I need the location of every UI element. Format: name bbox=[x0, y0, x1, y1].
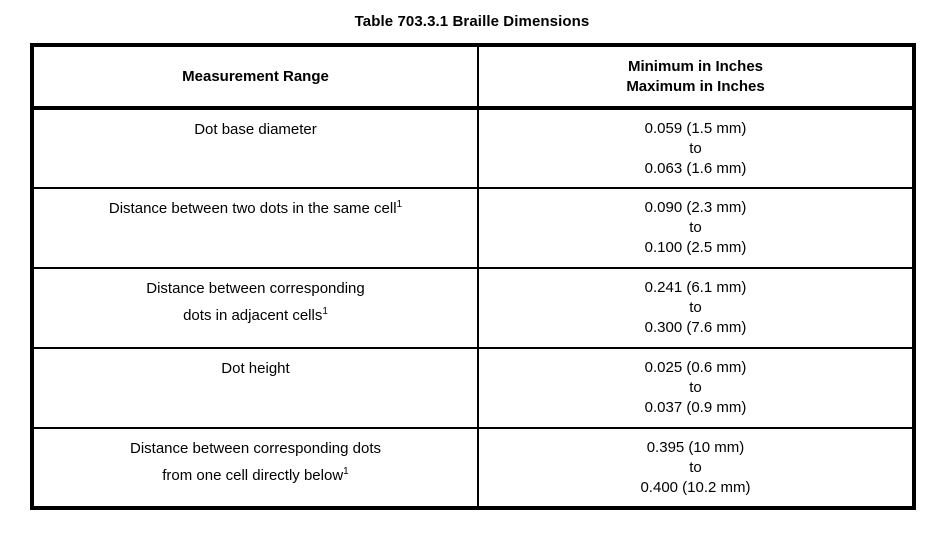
measurement-label-text: Distance between two dots in the same ce… bbox=[108, 200, 397, 217]
measurement-values: 0.025 (0.6 mm) to 0.037 (0.9 mm) bbox=[477, 347, 914, 428]
header-row: Measurement Range Minimum in Inches Maxi… bbox=[32, 45, 914, 110]
max-value: 0.100 (2.5 mm) bbox=[644, 239, 747, 256]
range-connector: to bbox=[689, 459, 702, 476]
max-value: 0.037 (0.9 mm) bbox=[644, 399, 747, 416]
measurement-label-line2: dots in adjacent cells1 bbox=[34, 302, 477, 329]
measurement-label-text: from one cell directly below bbox=[162, 467, 344, 484]
measurement-label: Dot base diameter bbox=[32, 108, 478, 188]
table-row-dot-height: Dot height 0.025 (0.6 mm) to 0.037 (0.9 … bbox=[32, 347, 914, 428]
measurement-label-text: Dot height bbox=[221, 360, 290, 377]
column-header-measurement-range: Measurement Range bbox=[32, 45, 478, 110]
measurement-label: Dot height bbox=[32, 347, 478, 428]
measurement-label: Distance between two dots in the same ce… bbox=[32, 187, 478, 268]
column-header-min-max-inches: Minimum in Inches Maximum in Inches bbox=[477, 45, 914, 110]
measurement-label-line1: Distance between corresponding dots bbox=[130, 440, 381, 457]
footnote-marker: 1 bbox=[343, 466, 349, 477]
min-value: 0.059 (1.5 mm) bbox=[644, 120, 747, 137]
footnote-marker: 1 bbox=[322, 306, 328, 317]
measurement-label: Distance between corresponding dots in a… bbox=[32, 267, 478, 348]
measurement-label-text: dots in adjacent cells bbox=[183, 307, 323, 324]
table-row-dot-base-diameter: Dot base diameter 0.059 (1.5 mm) to 0.06… bbox=[32, 108, 914, 188]
range-connector: to bbox=[689, 219, 702, 236]
measurement-values: 0.059 (1.5 mm) to 0.063 (1.6 mm) bbox=[477, 108, 914, 188]
min-value: 0.025 (0.6 mm) bbox=[644, 359, 747, 376]
measurement-label-text: Dot base diameter bbox=[194, 121, 317, 138]
table-title: Table 703.3.1 Braille Dimensions bbox=[354, 13, 590, 30]
header-line-maximum: Maximum in Inches bbox=[626, 77, 765, 95]
measurement-values: 0.241 (6.1 mm) to 0.300 (7.6 mm) bbox=[477, 267, 914, 348]
min-value: 0.395 (10 mm) bbox=[646, 439, 745, 456]
max-value: 0.063 (1.6 mm) bbox=[644, 160, 747, 177]
measurement-values: 0.090 (2.3 mm) to 0.100 (2.5 mm) bbox=[477, 187, 914, 268]
measurement-label-line1: Distance between corresponding bbox=[146, 280, 365, 297]
max-value: 0.400 (10.2 mm) bbox=[640, 479, 751, 496]
range-connector: to bbox=[689, 379, 702, 396]
header-line-minimum: Minimum in Inches bbox=[627, 57, 763, 75]
table-row-distance-adjacent-cells: Distance between corresponding dots in a… bbox=[32, 267, 914, 348]
measurement-values: 0.395 (10 mm) to 0.400 (10.2 mm) bbox=[477, 427, 914, 508]
max-value: 0.300 (7.6 mm) bbox=[644, 319, 747, 336]
min-value: 0.090 (2.3 mm) bbox=[644, 199, 747, 216]
table-row-distance-cell-below: Distance between corresponding dots from… bbox=[32, 427, 914, 508]
min-value: 0.241 (6.1 mm) bbox=[644, 279, 747, 296]
braille-dimensions-table: Measurement Range Minimum in Inches Maxi… bbox=[30, 43, 916, 510]
table-row-distance-same-cell: Distance between two dots in the same ce… bbox=[32, 187, 914, 268]
measurement-label: Distance between corresponding dots from… bbox=[32, 427, 478, 508]
range-connector: to bbox=[689, 140, 702, 157]
measurement-label-line2: from one cell directly below1 bbox=[34, 462, 477, 489]
footnote-marker: 1 bbox=[396, 199, 403, 210]
range-connector: to bbox=[689, 299, 702, 316]
